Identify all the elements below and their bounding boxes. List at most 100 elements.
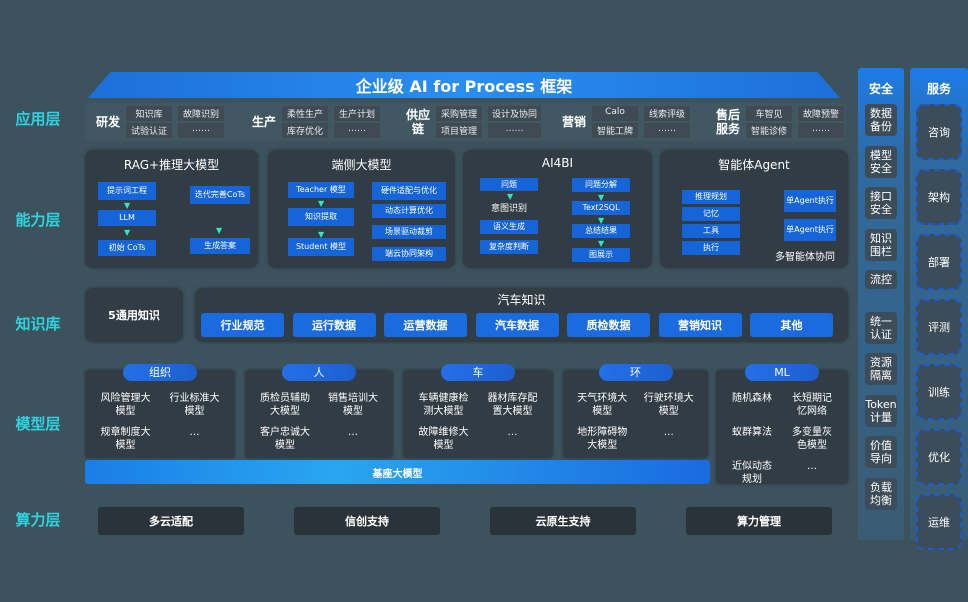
app-item[interactable]: 生产计划 (334, 106, 380, 121)
capability-box[interactable]: 推理规划 (682, 190, 740, 204)
app-item[interactable]: 车智见 (746, 106, 792, 121)
app-group: 供应链 采购管理 设计及协同 项目管理 …… (404, 106, 542, 138)
app-item[interactable]: 知识库 (126, 106, 172, 121)
model-item[interactable]: 多变量灰色模型 (792, 427, 832, 451)
security-item[interactable]: 负载均衡 (865, 477, 897, 510)
model-item[interactable]: 质检员辅助大模型 (260, 393, 310, 417)
compute-item[interactable]: 多云适配 (98, 507, 244, 535)
security-item[interactable]: 知识围栏 (865, 228, 897, 261)
compute-item[interactable]: 云原生支持 (490, 507, 636, 535)
app-item[interactable]: …… (644, 123, 690, 138)
capability-box[interactable]: 提示词工程 (98, 182, 156, 200)
app-item[interactable]: 线索评级 (644, 106, 690, 121)
security-item[interactable]: 接口安全 (865, 187, 897, 219)
capability-box[interactable]: 端云协同架构 (372, 247, 446, 261)
capability-box[interactable]: 动态计算优化 (372, 204, 446, 218)
security-item[interactable]: 统一认证 (865, 311, 897, 344)
capability-box[interactable]: 工具 (682, 224, 740, 238)
capability-box[interactable]: 复杂度判断 (480, 240, 538, 254)
capability-box[interactable]: 问题 (480, 178, 538, 191)
model-item[interactable]: 长短期记忆网络 (792, 393, 832, 417)
service-item[interactable]: 优化 (916, 429, 962, 485)
model-item[interactable]: 故障维修大模型 (418, 427, 469, 451)
app-item[interactable]: …… (178, 123, 224, 138)
capability-box[interactable]: 场景驱动裁剪 (372, 225, 446, 239)
service-item[interactable]: 咨询 (916, 104, 962, 160)
app-group-name: 研发 (95, 115, 120, 129)
capability-box[interactable]: 初始 CoTs (98, 240, 156, 256)
capability-box[interactable]: 执行 (682, 241, 740, 255)
knowledge-item[interactable]: 汽车数据 (475, 313, 559, 337)
knowledge-item[interactable]: 运行数据 (292, 313, 376, 337)
knowledge-item[interactable]: 运营数据 (384, 313, 467, 337)
security-item[interactable]: Token计量 (865, 394, 897, 427)
capability-box[interactable]: 单Agent执行 (784, 190, 836, 212)
app-items: 采购管理 设计及协同 项目管理 …… (436, 106, 542, 138)
app-item[interactable]: Calo (592, 106, 638, 121)
model-item[interactable]: 器材库存配置大模型 (487, 393, 538, 417)
model-item[interactable]: 销售培训大模型 (328, 393, 378, 417)
capability-box[interactable]: Teacher 模型 (288, 182, 354, 198)
security-item[interactable]: 流控 (865, 270, 897, 289)
capability-box[interactable]: 迭代完善CoTs (190, 186, 250, 204)
capability-box[interactable]: 单Agent执行 (784, 219, 836, 241)
capability-box[interactable]: 问题分解 (572, 178, 630, 192)
knowledge-item[interactable]: 质检数据 (567, 313, 650, 337)
app-item[interactable]: …… (798, 123, 844, 138)
model-item[interactable]: 地形障碍物大模型 (577, 427, 628, 451)
app-item[interactable]: 故障识别 (178, 106, 224, 121)
model-item[interactable]: … (663, 427, 674, 438)
model-item[interactable]: 行驶环境大模型 (643, 393, 694, 417)
capability-box[interactable]: 生成答案 (190, 238, 250, 254)
model-item[interactable]: 随机森林 (732, 393, 772, 404)
app-item[interactable]: 智能诊修 (746, 123, 792, 138)
security-item[interactable]: 模型安全 (865, 145, 897, 178)
model-item[interactable]: … (348, 427, 358, 438)
knowledge-item[interactable]: 行业规范 (201, 313, 284, 337)
app-item[interactable]: …… (488, 123, 542, 138)
compute-item[interactable]: 信创支持 (294, 507, 440, 535)
capability-box[interactable]: LLM (98, 210, 156, 226)
service-item[interactable]: 架构 (916, 169, 962, 225)
capability-box[interactable]: 硬件适配与优化 (372, 182, 446, 200)
capability-box[interactable]: 图展示 (572, 248, 630, 262)
capability-box[interactable]: Text2SQL (572, 201, 630, 215)
security-item[interactable]: 资源隔离 (865, 353, 897, 385)
model-item[interactable]: 近似动态规划 (732, 461, 772, 485)
security-item[interactable]: 数据备份 (865, 104, 897, 136)
model-item[interactable]: … (189, 427, 200, 438)
app-item[interactable]: 项目管理 (436, 123, 482, 138)
knowledge-item[interactable]: 其他 (750, 313, 833, 337)
app-item[interactable]: 库存优化 (282, 123, 328, 138)
capability-box[interactable]: 记忆 (682, 207, 740, 221)
capability-box[interactable]: 语义生成 (480, 220, 538, 234)
security-item[interactable]: 价值导向 (865, 436, 897, 468)
model-item[interactable]: 规章制度大模型 (100, 427, 151, 451)
service-item[interactable]: 训练 (916, 364, 962, 420)
model-item[interactable]: 客户忠诚大模型 (260, 427, 310, 451)
model-item[interactable]: 蚁群算法 (732, 427, 772, 438)
model-item[interactable]: … (507, 427, 518, 438)
service-item[interactable]: 评测 (916, 299, 962, 355)
app-item[interactable]: 柔性生产 (282, 106, 328, 121)
model-item[interactable]: 风险管理大模型 (100, 393, 151, 417)
service-item[interactable]: 部署 (916, 234, 962, 290)
app-item[interactable]: 设计及协同 (488, 106, 542, 121)
app-item[interactable]: 智能工牌 (592, 123, 638, 138)
app-item[interactable]: 故障预警 (798, 106, 844, 121)
model-item[interactable]: 车辆健康检测大模型 (418, 393, 469, 417)
capability-title: 智能体Agent (718, 158, 790, 172)
knowledge-item[interactable]: 营销知识 (658, 313, 742, 337)
compute-item[interactable]: 算力管理 (686, 507, 832, 535)
app-item[interactable]: …… (334, 123, 380, 138)
capability-box[interactable]: 知识提取 (288, 208, 354, 226)
model-item[interactable]: … (807, 461, 817, 472)
service-item[interactable]: 运维 (916, 494, 962, 550)
capability-box[interactable]: Student 模型 (288, 238, 354, 256)
app-item[interactable]: 采购管理 (436, 106, 482, 121)
general-knowledge-panel: 5通用知识 (85, 288, 183, 342)
capability-box[interactable]: 总结结果 (572, 224, 630, 238)
model-item[interactable]: 天气环境大模型 (577, 393, 628, 417)
model-item[interactable]: 行业标准大模型 (169, 393, 220, 417)
app-item[interactable]: 试验认证 (126, 123, 172, 138)
